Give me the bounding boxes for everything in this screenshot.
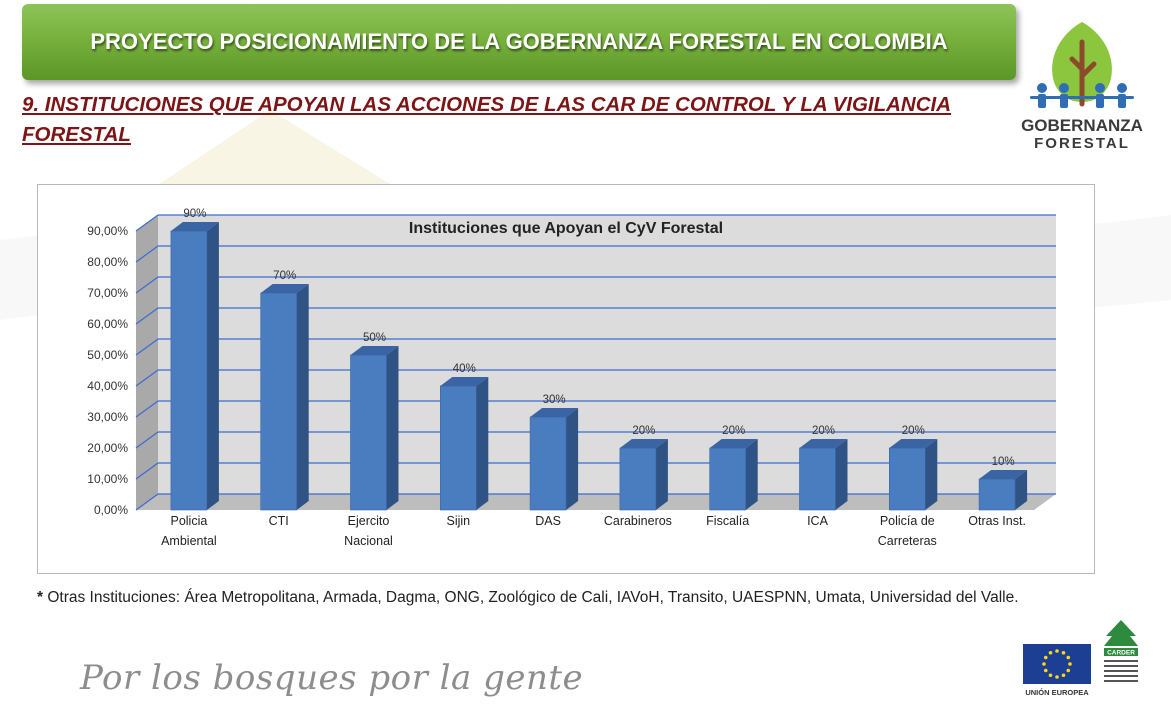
- x-tick-label: DAS: [535, 514, 561, 528]
- x-tick-label: Fiscalía: [706, 514, 749, 528]
- bar-side: [296, 284, 309, 510]
- carder-logo-text: CARDER: [1107, 650, 1135, 657]
- data-label: 40%: [453, 363, 476, 375]
- x-tick-label: Carabineros: [604, 514, 672, 528]
- data-label: 70%: [273, 270, 296, 282]
- y-tick-label: 70,00%: [87, 286, 128, 300]
- gridline-side: [135, 307, 159, 325]
- x-tick-label: Ejercito: [348, 514, 390, 528]
- bar-side: [1015, 470, 1028, 510]
- y-tick-label: 90,00%: [87, 224, 128, 238]
- y-tick-label: 80,00%: [87, 255, 128, 269]
- bar: [799, 447, 836, 511]
- x-tick-label: Otras Inst.: [968, 514, 1026, 528]
- data-label: 90%: [183, 208, 206, 220]
- data-label: 20%: [632, 425, 655, 437]
- header-banner: PROYECTO POSICIONAMIENTO DE LA GOBERNANZ…: [22, 4, 1016, 80]
- bar-top: [799, 439, 848, 448]
- bar: [978, 478, 1016, 511]
- bar-side: [925, 439, 938, 510]
- bar: [439, 385, 477, 511]
- bar-top: [619, 439, 668, 448]
- bar-side: [745, 439, 758, 510]
- y-tick-label: 30,00%: [87, 410, 128, 424]
- x-tick-label: Sijin: [446, 514, 470, 528]
- y-tick-label: 20,00%: [87, 441, 128, 455]
- gridline-side: [135, 431, 159, 449]
- gobernanza-forestal-logo: GOBERNANZA FORESTAL: [1021, 22, 1143, 152]
- logo-line2: FORESTAL: [1034, 135, 1130, 152]
- x-tick-label: Nacional: [344, 534, 393, 548]
- carder-logo: CARDER: [1104, 620, 1138, 682]
- x-tick-label: Policia: [170, 514, 207, 528]
- bar-top: [530, 408, 579, 417]
- section-title: 9. INSTITUCIONES QUE APOYAN LAS ACCIONES…: [22, 93, 952, 146]
- bar-chart: 0,00% 10,00% 20,00% 30,00% 40,00% 50,00% 60,00…: [87, 208, 1056, 548]
- gridline-side: [135, 338, 159, 356]
- x-tick-label: Carreteras: [878, 534, 937, 548]
- data-label: 20%: [902, 425, 925, 437]
- data-label: 20%: [722, 425, 745, 437]
- banner-title: PROYECTO POSICIONAMIENTO DE LA GOBERNANZ…: [90, 29, 948, 54]
- x-tick-label: Policía de: [880, 514, 935, 528]
- gridline-side: [135, 462, 159, 480]
- bar-side: [386, 346, 399, 510]
- gridline-side: [135, 369, 159, 387]
- european-union-logo: UNIÓN EUROPEA: [1023, 644, 1091, 697]
- bar-top: [709, 439, 758, 448]
- bar-side: [566, 408, 579, 510]
- gridline-side: [135, 276, 159, 294]
- y-tick-label: 60,00%: [87, 317, 128, 331]
- data-label: 20%: [812, 425, 835, 437]
- bar-top: [260, 284, 309, 293]
- data-label: 50%: [363, 332, 386, 344]
- y-tick-label: 10,00%: [87, 472, 128, 486]
- data-label: 10%: [992, 456, 1015, 468]
- logo-line1: GOBERNANZA: [1021, 116, 1143, 135]
- footnote: * Otras Instituciones: Área Metropolitan…: [37, 586, 1027, 610]
- bar: [170, 230, 208, 511]
- chart-container: 0,00% 10,00% 20,00% 30,00% 40,00% 50,00% 60,00…: [37, 184, 1095, 574]
- eu-logo-text: UNIÓN EUROPEA: [1025, 688, 1089, 697]
- bar-top: [979, 470, 1028, 479]
- x-tick-label: CTI: [269, 514, 289, 528]
- bar: [260, 292, 297, 511]
- bar-side: [476, 377, 489, 510]
- bar-side: [655, 439, 668, 510]
- footnote-marker: *: [37, 589, 44, 606]
- bar-side: [835, 439, 848, 510]
- x-tick-label: ICA: [807, 514, 829, 528]
- bar-top: [350, 346, 399, 355]
- x-tick-label: Ambiental: [161, 534, 217, 548]
- gridline-side: [135, 214, 159, 232]
- y-tick-label: 50,00%: [87, 348, 128, 362]
- y-tick-label: 40,00%: [87, 379, 128, 393]
- bar-side: [206, 222, 219, 510]
- bar-top: [170, 222, 219, 231]
- bar: [529, 416, 567, 511]
- footnote-text: Otras Instituciones: Área Metropolitana,…: [43, 589, 1019, 606]
- bar-top: [440, 377, 489, 386]
- bar: [350, 354, 387, 511]
- gridline-side: [135, 245, 159, 263]
- data-label: 30%: [543, 394, 566, 406]
- gridline-side: [135, 400, 159, 418]
- chart-title: Instituciones que Apoyan el CyV Forestal: [409, 220, 723, 237]
- gridline-side: [135, 493, 159, 511]
- bar: [888, 447, 926, 511]
- bar: [709, 447, 747, 511]
- bar: [619, 447, 657, 511]
- bar-top: [889, 439, 938, 448]
- slogan: Por los bosques por la gente: [80, 658, 584, 698]
- y-tick-label: 0,00%: [94, 503, 128, 517]
